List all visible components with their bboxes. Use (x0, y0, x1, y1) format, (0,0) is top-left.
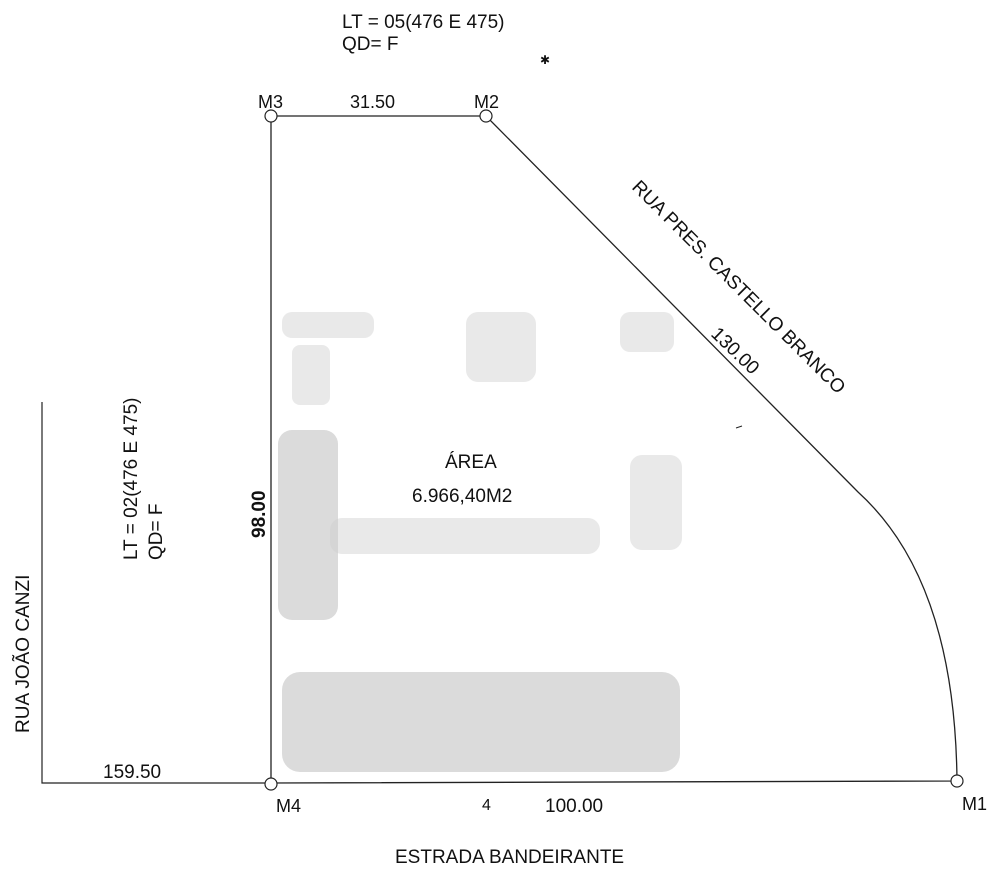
marker-m4-label: M4 (276, 796, 301, 816)
dimension-diagonal-label: 130.00 (707, 323, 763, 378)
dimension-far-left-label: 159.50 (103, 762, 161, 783)
marker-m2-circle (479, 109, 493, 123)
scan-shading (278, 312, 682, 772)
marker-m1-circle (950, 774, 964, 788)
area-value: 6.966,40M2 (412, 486, 512, 507)
dimension-left-label: 98.00 (249, 490, 270, 538)
lot-boundary (270, 115, 958, 784)
marker-m4-circle (264, 777, 278, 791)
marker-m3-label: M3 (258, 92, 283, 112)
header-lot-label: LT = 05(476 E 475) (342, 12, 505, 33)
neighbor-block-label: QD= F (146, 504, 167, 560)
street-left-label: RUA JOÃO CANZI (12, 575, 34, 733)
street-boundary-line (41, 402, 270, 784)
dimension-top-label: 31.50 (350, 92, 395, 112)
area-label: ÁREA (445, 452, 497, 473)
header-block-label: QD= F (342, 34, 398, 55)
stray-scan-mark: ✱ (540, 53, 550, 67)
scan-tick-mark (735, 425, 743, 429)
marker-m1-label: M1 (962, 794, 987, 814)
stray-mark-label: 4 (482, 797, 491, 814)
dimension-bottom-label: 100.00 (545, 796, 603, 817)
street-bottom-label: ESTRADA BANDEIRANTE (395, 847, 624, 868)
neighbor-lot-label: LT = 02(476 E 475) (121, 398, 142, 561)
marker-m3-circle (264, 109, 278, 123)
marker-m2-label: M2 (474, 92, 499, 112)
